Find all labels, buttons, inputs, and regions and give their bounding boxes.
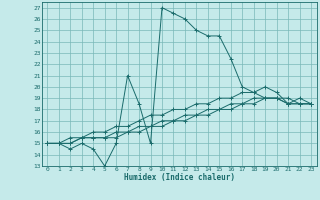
X-axis label: Humidex (Indice chaleur): Humidex (Indice chaleur): [124, 173, 235, 182]
